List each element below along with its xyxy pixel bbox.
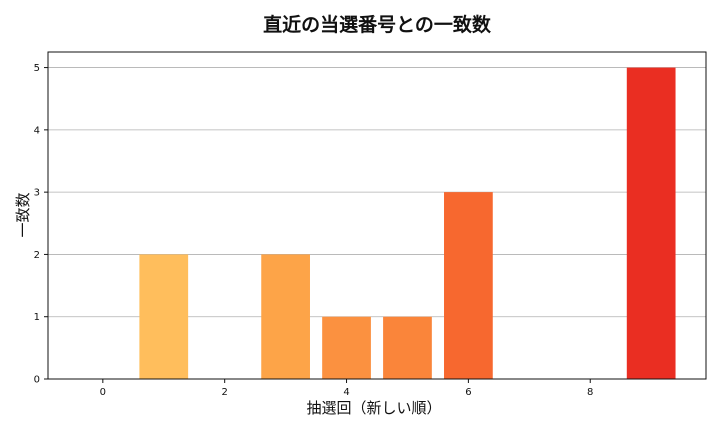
y-tick-label: 1 xyxy=(34,312,40,323)
bar xyxy=(626,67,676,380)
x-tick-label: 2 xyxy=(221,387,227,398)
y-tick-label: 3 xyxy=(34,188,40,199)
x-tick-label: 8 xyxy=(587,387,593,398)
y-axis-label: 一致数 xyxy=(14,192,32,237)
chart-title: 直近の当選番号との一致数 xyxy=(263,13,492,36)
bar xyxy=(383,316,432,379)
y-axis-ticks: 0 1 2 3 4 5 xyxy=(34,63,48,386)
y-tick-label: 4 xyxy=(34,125,40,136)
x-axis-label: 抽選回（新しい順） xyxy=(306,399,441,417)
bar xyxy=(322,316,371,379)
y-tick-label: 2 xyxy=(34,250,40,261)
y-tick-label: 5 xyxy=(34,63,40,74)
x-tick-label: 0 xyxy=(100,387,106,398)
y-tick-label: 0 xyxy=(34,375,40,386)
x-tick-label: 4 xyxy=(343,387,349,398)
bar xyxy=(444,192,493,379)
plot-frame xyxy=(47,51,707,380)
bar xyxy=(261,254,310,379)
bars xyxy=(139,67,676,380)
bar xyxy=(139,254,189,379)
x-axis-ticks: 0 2 4 6 8 xyxy=(100,379,593,398)
x-tick-label: 6 xyxy=(465,387,471,398)
